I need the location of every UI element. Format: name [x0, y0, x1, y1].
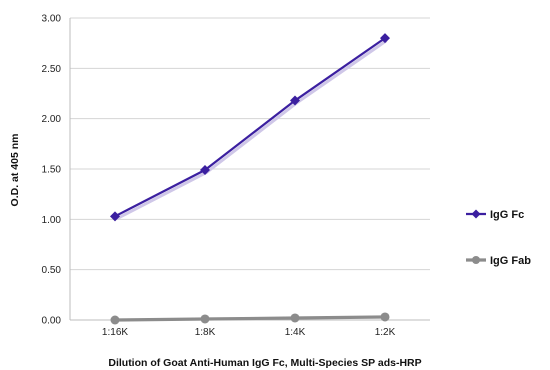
data-point: [290, 313, 300, 323]
data-point: [110, 211, 120, 222]
y-tick-label: 2.00: [42, 114, 62, 125]
y-tick-label: 3.00: [42, 14, 62, 25]
x-tick-label: 1:4K: [285, 327, 306, 338]
data-point: [200, 165, 210, 176]
series-line: [114, 315, 386, 322]
x-tick-label: 1:16K: [102, 327, 128, 338]
legend-label: IgG Fab: [490, 255, 531, 267]
data-point: [380, 312, 390, 322]
legend: IgG Fc IgG Fab: [466, 209, 531, 267]
y-tick-label: 1.00: [42, 215, 62, 226]
y-axis-label: O.D. at 405 nm: [9, 134, 21, 207]
gridlines: [70, 17, 430, 321]
x-tick-label: 1:2K: [375, 327, 396, 338]
series-line-shadow: [115, 39, 388, 221]
y-tick-label: 0.50: [42, 265, 62, 276]
series-line: [114, 37, 386, 218]
legend-item-igg-fab: IgG Fab: [466, 255, 531, 267]
x-axis-label: Dilution of Goat Anti-Human IgG Fc, Mult…: [108, 357, 421, 369]
data-point: [200, 314, 210, 324]
series-igg-fc: [110, 33, 390, 222]
y-tick-label: 0.00: [42, 316, 62, 327]
data-point: [290, 95, 300, 106]
legend-marker: [471, 209, 481, 219]
x-tick-label: 1:8K: [195, 327, 216, 338]
data-point: [380, 33, 390, 44]
y-tick-labels: 0.00 0.50 1.00 1.50 2.00 2.50 3.00: [42, 14, 62, 327]
legend-item-igg-fc: IgG Fc: [466, 209, 524, 221]
legend-label: IgG Fc: [490, 209, 524, 221]
y-tick-label: 2.50: [42, 64, 62, 75]
y-tick-label: 1.50: [42, 165, 62, 176]
series-group: [110, 33, 390, 325]
x-tick-labels: 1:16K 1:8K 1:4K 1:2K: [102, 327, 396, 338]
data-point: [110, 315, 120, 325]
series-igg-fab: [110, 312, 390, 325]
legend-marker: [472, 256, 480, 264]
